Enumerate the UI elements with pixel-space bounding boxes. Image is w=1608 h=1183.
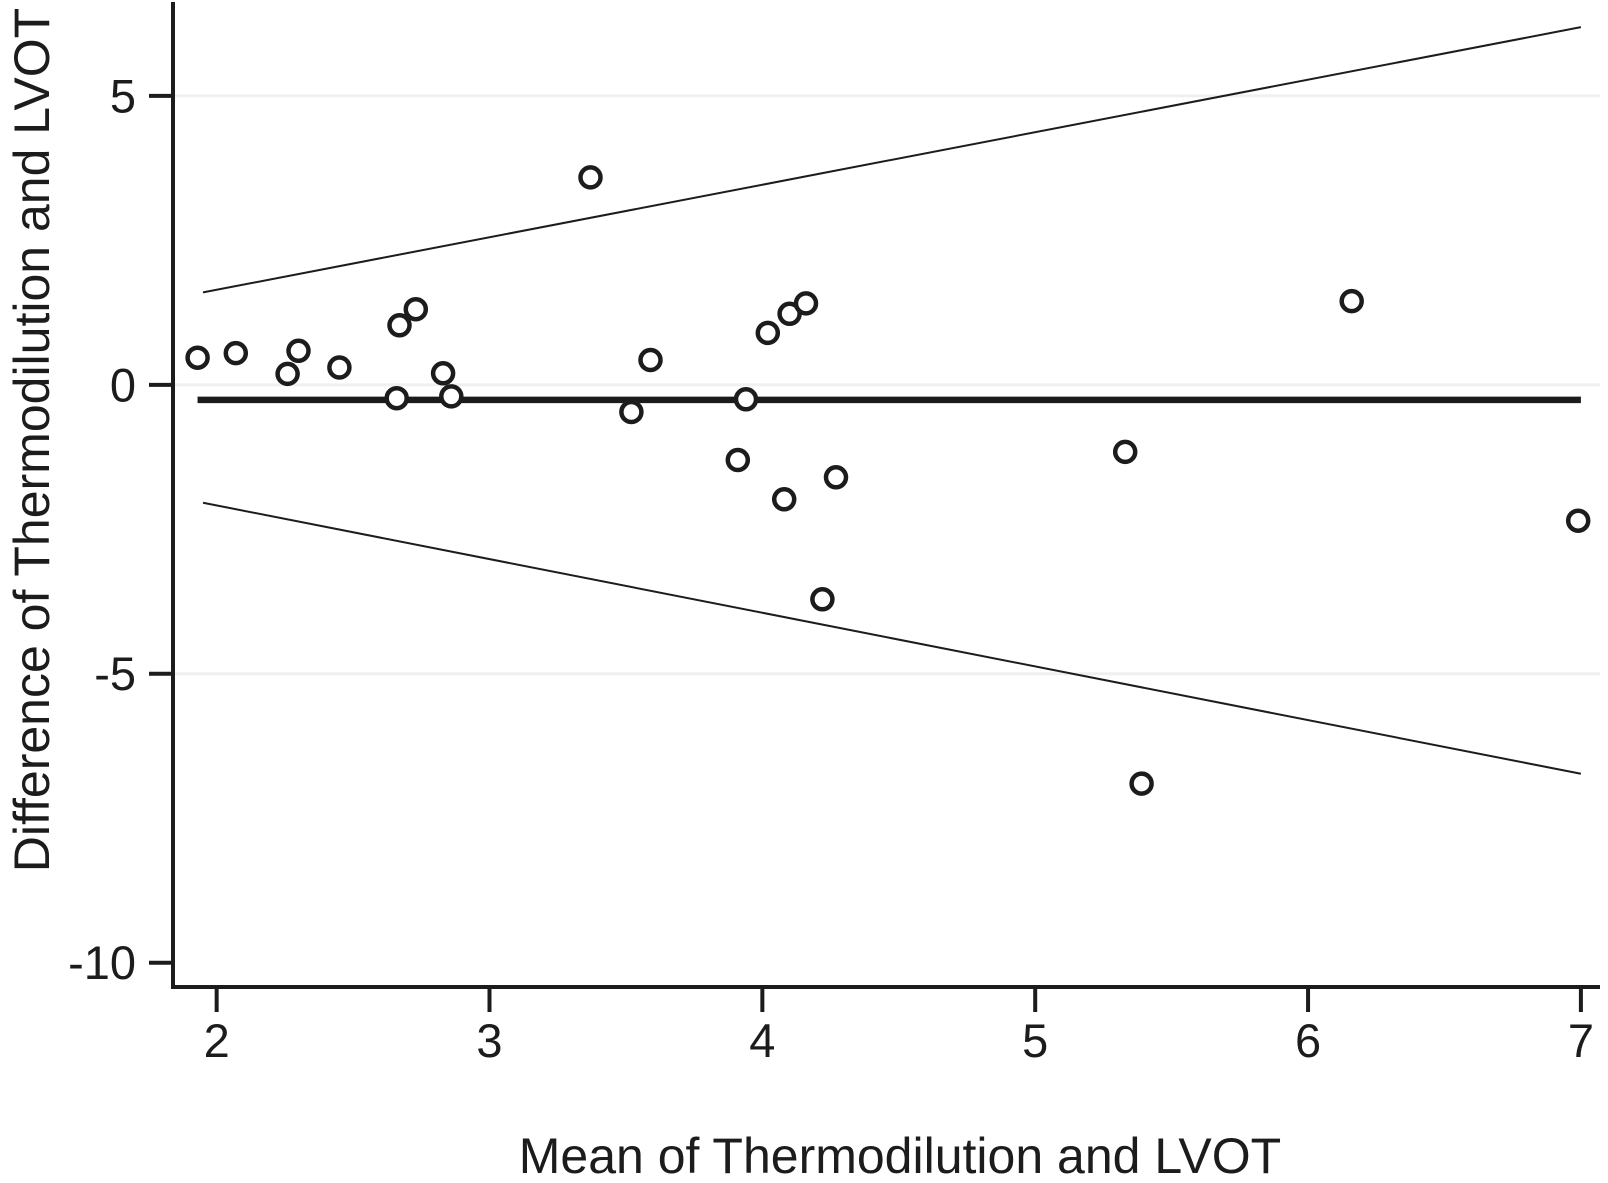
data-point <box>1339 288 1364 314</box>
data-point <box>755 320 781 346</box>
data-point <box>223 340 249 366</box>
x-tick-label: 4 <box>749 1014 775 1067</box>
data-point <box>430 361 456 386</box>
data-point <box>638 347 663 373</box>
data-point <box>275 361 300 387</box>
x-tick-label: 3 <box>476 1014 502 1067</box>
x-axis-title: Mean of Thermodilution and LVOT <box>518 1128 1282 1183</box>
data-point <box>810 587 835 612</box>
data-point <box>1129 771 1154 796</box>
x-tick-label: 5 <box>1022 1014 1048 1067</box>
data-point <box>387 313 412 338</box>
data-point <box>733 387 759 412</box>
y-axis-title: Difference of Thermodilution and LVOT <box>4 7 60 873</box>
data-point <box>725 447 751 473</box>
upper-limit-line <box>202 26 1582 294</box>
data-point <box>185 345 210 370</box>
data-point <box>793 291 819 316</box>
x-tick-label: 6 <box>1295 1014 1321 1067</box>
y-tick-label: 0 <box>110 358 136 411</box>
data-point <box>578 165 603 190</box>
x-tick-label: 2 <box>204 1014 230 1067</box>
data-point <box>619 399 644 425</box>
y-tick-label: 5 <box>110 69 136 122</box>
data-point <box>327 355 352 380</box>
y-tick-label: -5 <box>94 647 136 700</box>
y-tick-label: -10 <box>68 936 136 989</box>
data-point <box>771 487 797 512</box>
data-point <box>384 385 409 411</box>
data-point <box>403 296 429 322</box>
data-point <box>439 384 464 409</box>
data-point <box>286 338 311 364</box>
data-point <box>1112 439 1138 465</box>
data-point <box>1565 508 1591 533</box>
x-tick-label: 7 <box>1568 1014 1594 1067</box>
data-point <box>823 465 849 490</box>
lower-limit-line <box>202 501 1582 775</box>
